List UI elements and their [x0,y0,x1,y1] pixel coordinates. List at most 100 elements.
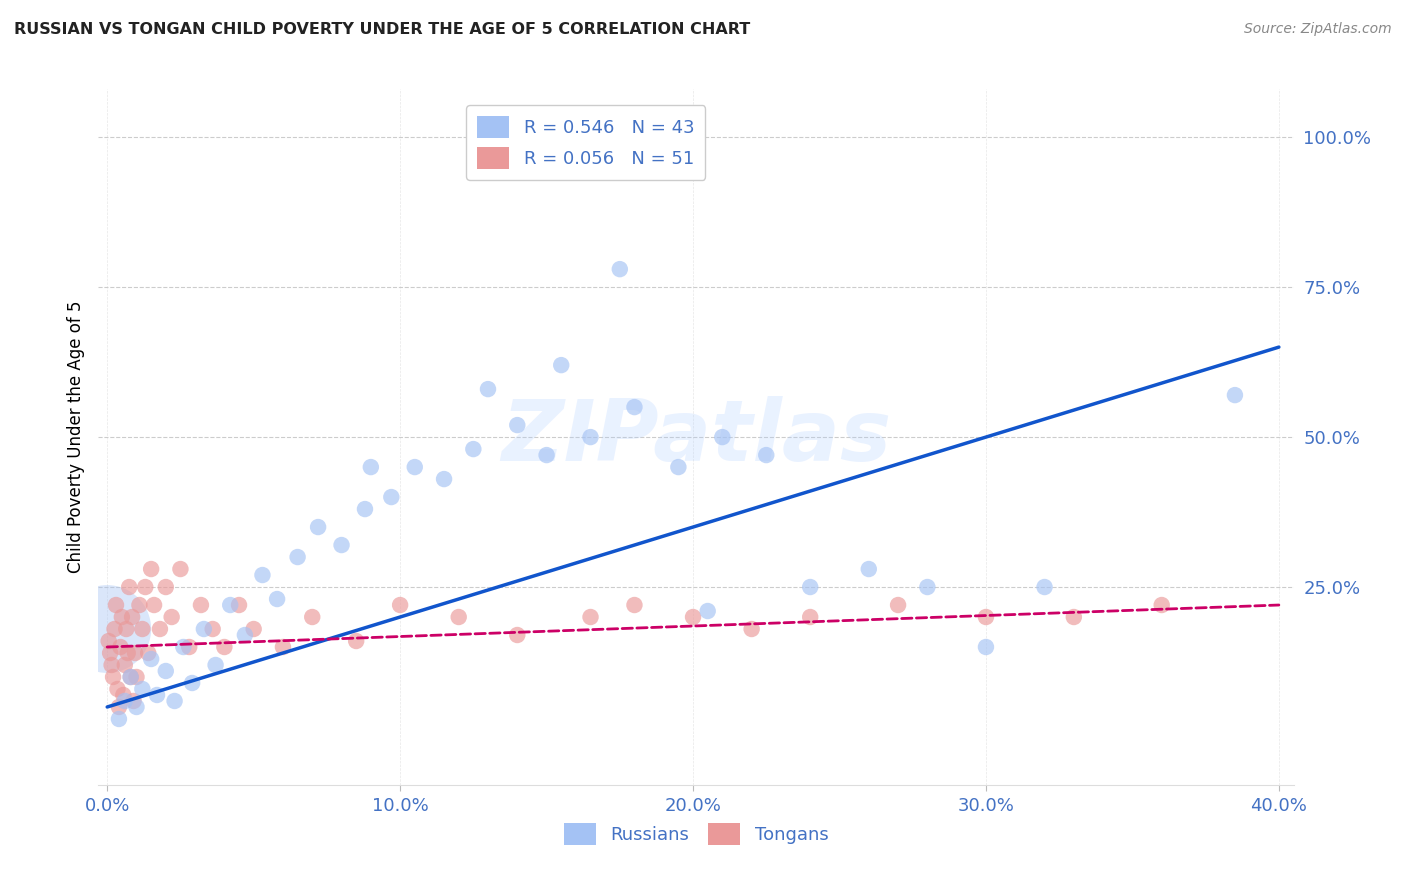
Point [146,688,169,702]
Point [103,622,125,636]
Point [252,568,274,582]
Point [579,430,602,444]
Point [696,604,718,618]
Point [100,658,122,673]
Point [266,592,288,607]
Point [125,670,148,684]
Point [506,418,529,433]
Point [125,700,148,714]
Point [160,610,183,624]
Point [121,610,143,624]
Point [124,646,146,660]
Point [179,640,201,654]
Point [120,670,142,684]
Point [447,610,470,624]
Point [114,658,136,673]
Point [112,688,135,702]
Point [163,694,186,708]
Point [97,634,120,648]
Point [98,646,121,660]
Point [360,460,382,475]
Point [181,676,204,690]
Point [143,598,166,612]
Point [111,610,134,624]
Point [380,490,402,504]
Point [155,580,177,594]
Point [858,562,880,576]
Point [155,664,177,678]
Point [141,652,163,666]
Point [193,622,215,636]
Point [506,628,529,642]
Point [101,670,124,684]
Point [344,634,367,648]
Point [131,681,153,696]
Point [668,460,690,475]
Point [1063,610,1085,624]
Point [128,598,150,612]
Point [301,610,323,624]
Point [741,622,763,636]
Point [105,598,127,612]
Point [550,358,572,372]
Point [108,700,131,714]
Point [271,640,294,654]
Point [433,472,456,486]
Point [917,580,939,594]
Point [214,640,236,654]
Point [108,712,131,726]
Point [136,646,159,660]
Point [389,598,412,612]
Point [233,628,256,642]
Text: ZIPatlas: ZIPatlas [501,395,891,479]
Point [536,448,558,462]
Point [110,640,132,654]
Point [477,382,499,396]
Point [172,640,194,654]
Point [115,622,138,636]
Text: Source: ZipAtlas.com: Source: ZipAtlas.com [1244,22,1392,37]
Point [1223,388,1246,402]
Point [118,580,141,594]
Point [974,640,997,654]
Point [201,622,224,636]
Point [141,562,163,576]
Point [974,610,997,624]
Point [228,598,250,612]
Point [354,502,377,516]
Point [204,658,226,673]
Point [887,598,910,612]
Point [711,430,734,444]
Point [623,400,645,414]
Point [219,598,242,612]
Point [1150,598,1173,612]
Point [755,448,778,462]
Point [623,598,645,612]
Point [799,580,821,594]
Point [463,442,485,456]
Point [330,538,353,552]
Point [169,562,191,576]
Point [96,622,118,636]
Point [122,694,145,708]
Point [117,646,139,660]
Point [190,598,212,612]
Y-axis label: Child Poverty Under the Age of 5: Child Poverty Under the Age of 5 [66,301,84,574]
Point [287,549,309,564]
Point [609,262,631,277]
Point [682,610,704,624]
Legend: Russians, Tongans: Russians, Tongans [557,816,835,853]
Point [242,622,264,636]
Point [1033,580,1056,594]
Point [114,694,136,708]
Point [131,622,153,636]
Point [307,520,329,534]
Point [120,670,142,684]
Point [134,580,156,594]
Text: RUSSIAN VS TONGAN CHILD POVERTY UNDER THE AGE OF 5 CORRELATION CHART: RUSSIAN VS TONGAN CHILD POVERTY UNDER TH… [14,22,751,37]
Point [579,610,602,624]
Point [404,460,426,475]
Point [149,622,172,636]
Point [107,681,129,696]
Point [799,610,821,624]
